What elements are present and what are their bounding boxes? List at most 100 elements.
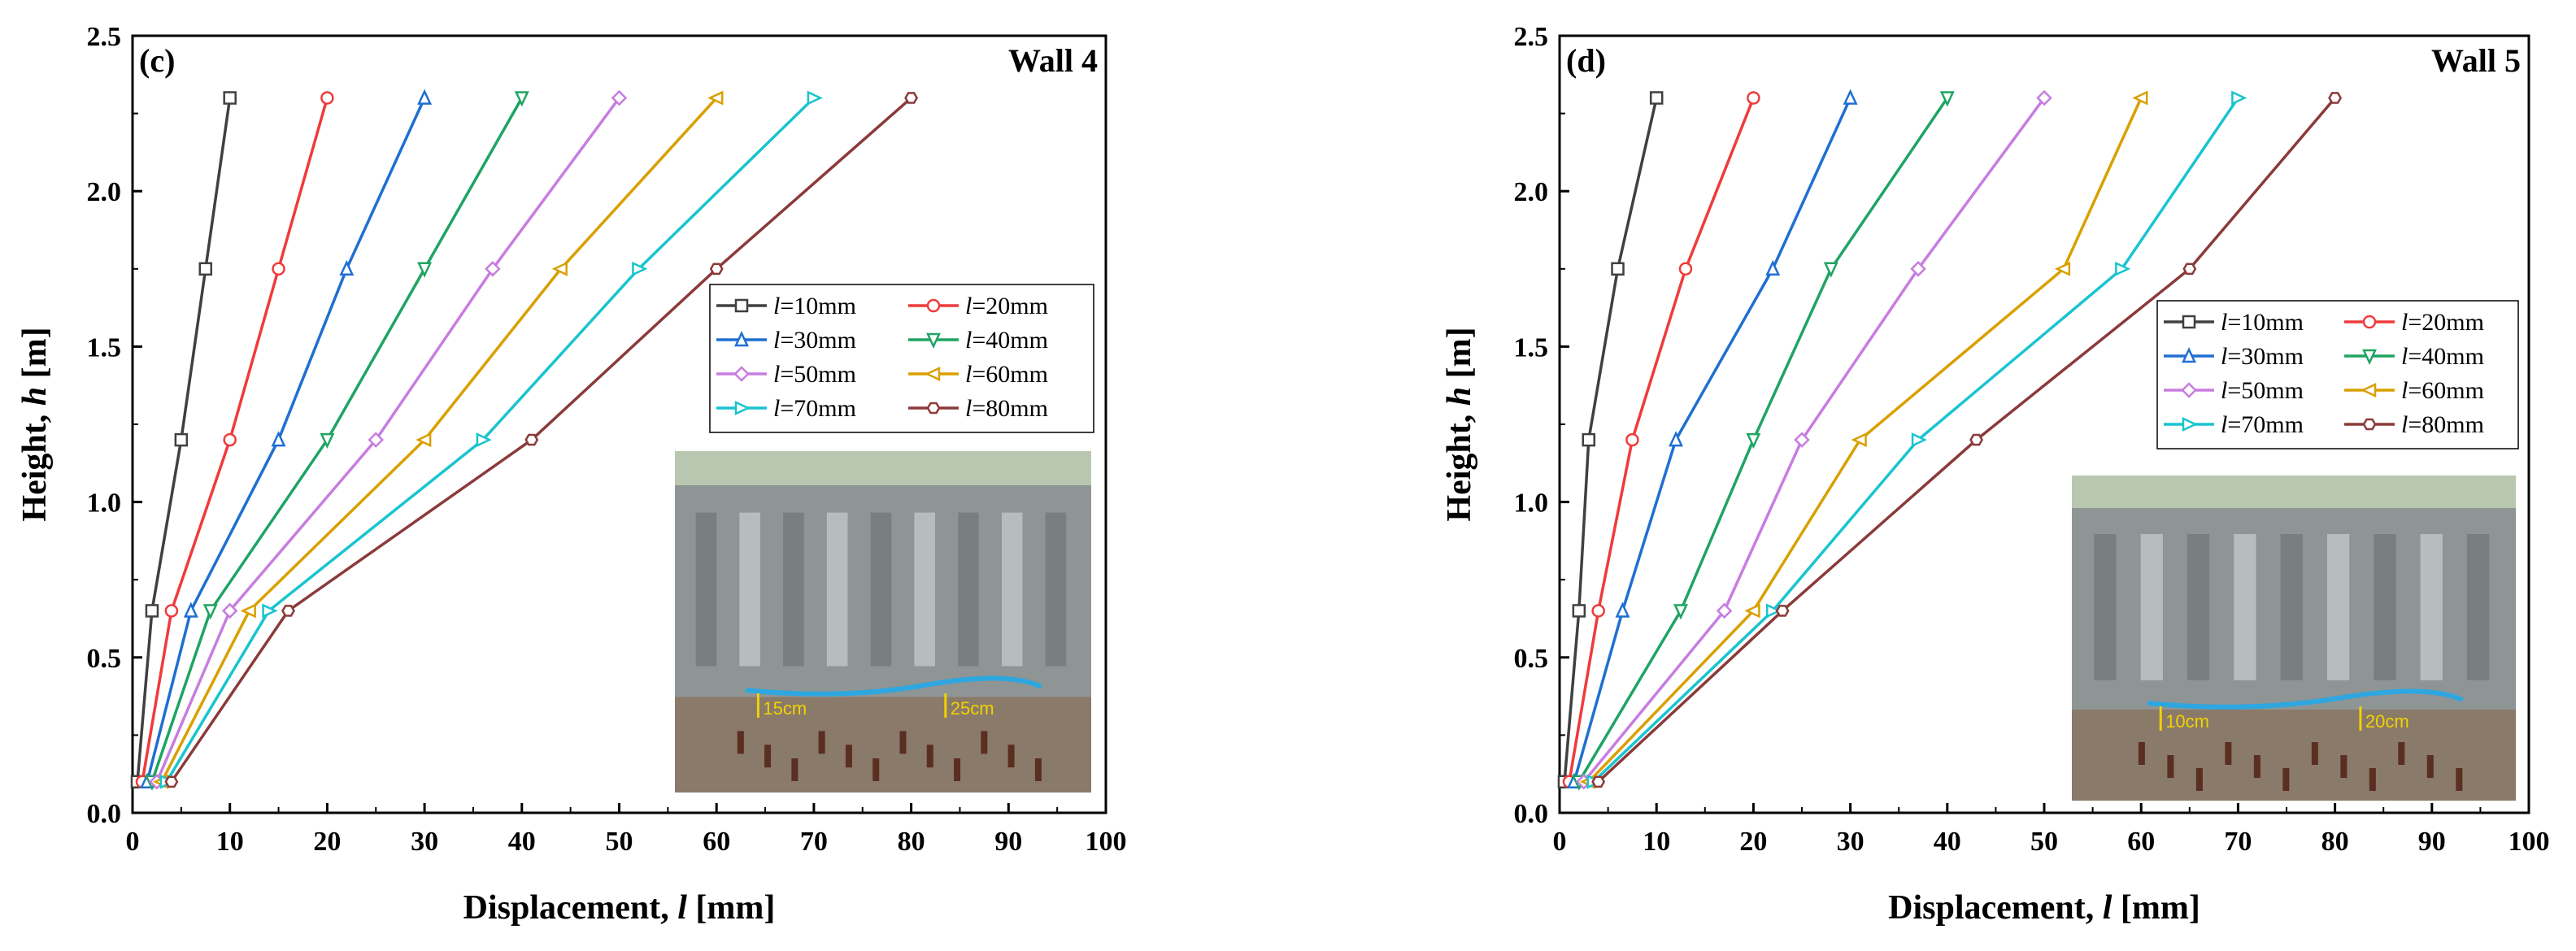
legend-entry: l=30mm bbox=[2164, 343, 2304, 370]
legend-entry: l=50mm bbox=[716, 361, 856, 388]
series-2 bbox=[1566, 89, 1858, 789]
x-tick-label: 10 bbox=[216, 827, 244, 857]
photo-rebar bbox=[2282, 768, 2290, 791]
legend-entry: l=60mm bbox=[908, 361, 1048, 388]
series-line bbox=[160, 97, 718, 783]
point-c1-s5-plegend bbox=[2361, 383, 2377, 397]
point-c0-s6-p4 bbox=[807, 90, 823, 106]
photo-rock-streak bbox=[2326, 534, 2350, 680]
x-tick-label: 40 bbox=[508, 827, 536, 857]
point-c0-s4-p1 bbox=[221, 602, 238, 619]
point-c1-s2-p2 bbox=[1669, 431, 1684, 447]
series-0 bbox=[130, 91, 237, 789]
photo-rebar bbox=[2167, 755, 2174, 778]
point-c0-s7-p1 bbox=[281, 605, 295, 617]
point-c1-s6-p2 bbox=[1911, 432, 1927, 448]
x-tick-label: 100 bbox=[1086, 827, 1127, 857]
x-tick-label: 0 bbox=[126, 827, 140, 857]
photo-rock-streak bbox=[1045, 512, 1067, 667]
legend-entry: l=20mm bbox=[908, 293, 1048, 319]
point-c0-s2-p1 bbox=[183, 601, 198, 618]
legend-entry: l=30mm bbox=[716, 327, 856, 354]
point-c1-s1-p2 bbox=[1625, 432, 1639, 447]
point-c0-s3-p1 bbox=[202, 604, 218, 620]
series-0 bbox=[1557, 91, 1664, 789]
y-tick-label: 1.0 bbox=[1514, 489, 1549, 519]
point-c0-s6-plegend bbox=[734, 401, 751, 415]
photo-rock-streak bbox=[2280, 534, 2303, 680]
point-c0-s6-p1 bbox=[262, 603, 278, 619]
photo-crack-line bbox=[2147, 688, 2464, 710]
photo-rebar bbox=[926, 745, 933, 768]
point-c0-s2-plegend bbox=[734, 331, 749, 347]
photo-rock-streak bbox=[2140, 534, 2163, 680]
photo-rock-streak bbox=[870, 512, 892, 667]
point-c1-s3-p4 bbox=[1939, 91, 1955, 107]
legend-label: l=70mm bbox=[773, 395, 856, 422]
legend-entry: l=70mm bbox=[2164, 411, 2304, 438]
legend-entry: l=60mm bbox=[2344, 377, 2484, 404]
legend-label: l=40mm bbox=[965, 327, 1048, 354]
y-tick-label: 1.5 bbox=[1514, 332, 1549, 363]
legend-entry: l=80mm bbox=[2344, 411, 2484, 438]
point-c1-s6-p1 bbox=[1765, 603, 1782, 619]
photo-rock-streak bbox=[783, 512, 804, 667]
x-tick-label: 20 bbox=[1739, 827, 1767, 857]
legend-label: l=80mm bbox=[965, 395, 1048, 422]
x-axis-label: Displacement, l [mm] bbox=[463, 889, 776, 927]
series-line bbox=[1568, 97, 1756, 783]
photo-rock-streak bbox=[2187, 534, 2210, 680]
legend-label: l=30mm bbox=[2221, 343, 2304, 370]
photo-rebar bbox=[2426, 755, 2434, 778]
photo-rebar bbox=[1034, 758, 1042, 781]
photo-rebar bbox=[764, 745, 772, 768]
panel-tag: (c) bbox=[139, 42, 175, 79]
series-line bbox=[1563, 98, 1658, 782]
legend-entry: l=80mm bbox=[908, 395, 1048, 422]
legend-label: l=30mm bbox=[773, 327, 856, 354]
series-7 bbox=[1591, 92, 2343, 788]
chart-panel-0: 0 10 20 30 40 50 60 70 80 90 100 0.0 0.5 1.0 1.5 2.0 2.5… bbox=[16, 22, 1127, 927]
point-c1-s1-p1 bbox=[1591, 604, 1605, 618]
point-c0-s5-p3 bbox=[551, 261, 568, 276]
point-c0-s5-plegend bbox=[925, 367, 941, 381]
point-c0-s0-p1 bbox=[145, 604, 159, 618]
series-5 bbox=[1579, 90, 2148, 789]
point-c1-s4-p4 bbox=[2036, 89, 2052, 106]
point-c1-s4-p3 bbox=[1910, 261, 1926, 277]
x-tick-label: 70 bbox=[2224, 827, 2252, 857]
point-c1-s4-plegend bbox=[2181, 382, 2197, 398]
point-c0-s4-p3 bbox=[485, 261, 501, 277]
x-tick-label: 30 bbox=[1837, 827, 1865, 857]
panel-tag: (d) bbox=[1566, 42, 1606, 79]
point-c1-s4-p1 bbox=[1716, 602, 1733, 619]
chart-title: Wall 4 bbox=[1008, 42, 1098, 79]
legend-box bbox=[2156, 300, 2519, 449]
x-tick-label: 80 bbox=[2321, 827, 2349, 857]
point-c1-s4-p2 bbox=[1794, 432, 1810, 448]
legend-label: l=50mm bbox=[773, 361, 856, 388]
point-c1-s1-plegend bbox=[2362, 315, 2377, 329]
legend: l=10mm l=20mm l=30mm l=40mm l=50mm l=60mm l=70… bbox=[2156, 300, 2519, 449]
point-c0-s2-p2 bbox=[271, 431, 286, 447]
point-c0-s5-p1 bbox=[240, 603, 256, 619]
photo-rebar bbox=[899, 731, 907, 754]
photo-rebar bbox=[845, 745, 852, 768]
point-c0-s1-p3 bbox=[272, 262, 285, 276]
photo-rebar bbox=[2311, 742, 2318, 765]
x-tick-label: 40 bbox=[1934, 827, 1961, 857]
point-c1-s5-p3 bbox=[2054, 261, 2071, 276]
point-c0-s3-p4 bbox=[514, 91, 529, 107]
point-c0-s4-p2 bbox=[368, 432, 385, 448]
series-4 bbox=[1576, 89, 2052, 790]
point-c0-s7-p3 bbox=[709, 263, 724, 276]
point-c0-s0-p3 bbox=[198, 262, 213, 276]
y-tick-label: 0.5 bbox=[1514, 644, 1549, 674]
point-c0-s2-p3 bbox=[339, 259, 355, 276]
point-c1-s7-p0 bbox=[1591, 775, 1606, 788]
point-c0-s3-p2 bbox=[320, 432, 335, 449]
photo-rock-streak bbox=[2466, 534, 2490, 680]
photo-rebar bbox=[2138, 742, 2145, 765]
x-tick-label: 50 bbox=[2030, 827, 2058, 857]
